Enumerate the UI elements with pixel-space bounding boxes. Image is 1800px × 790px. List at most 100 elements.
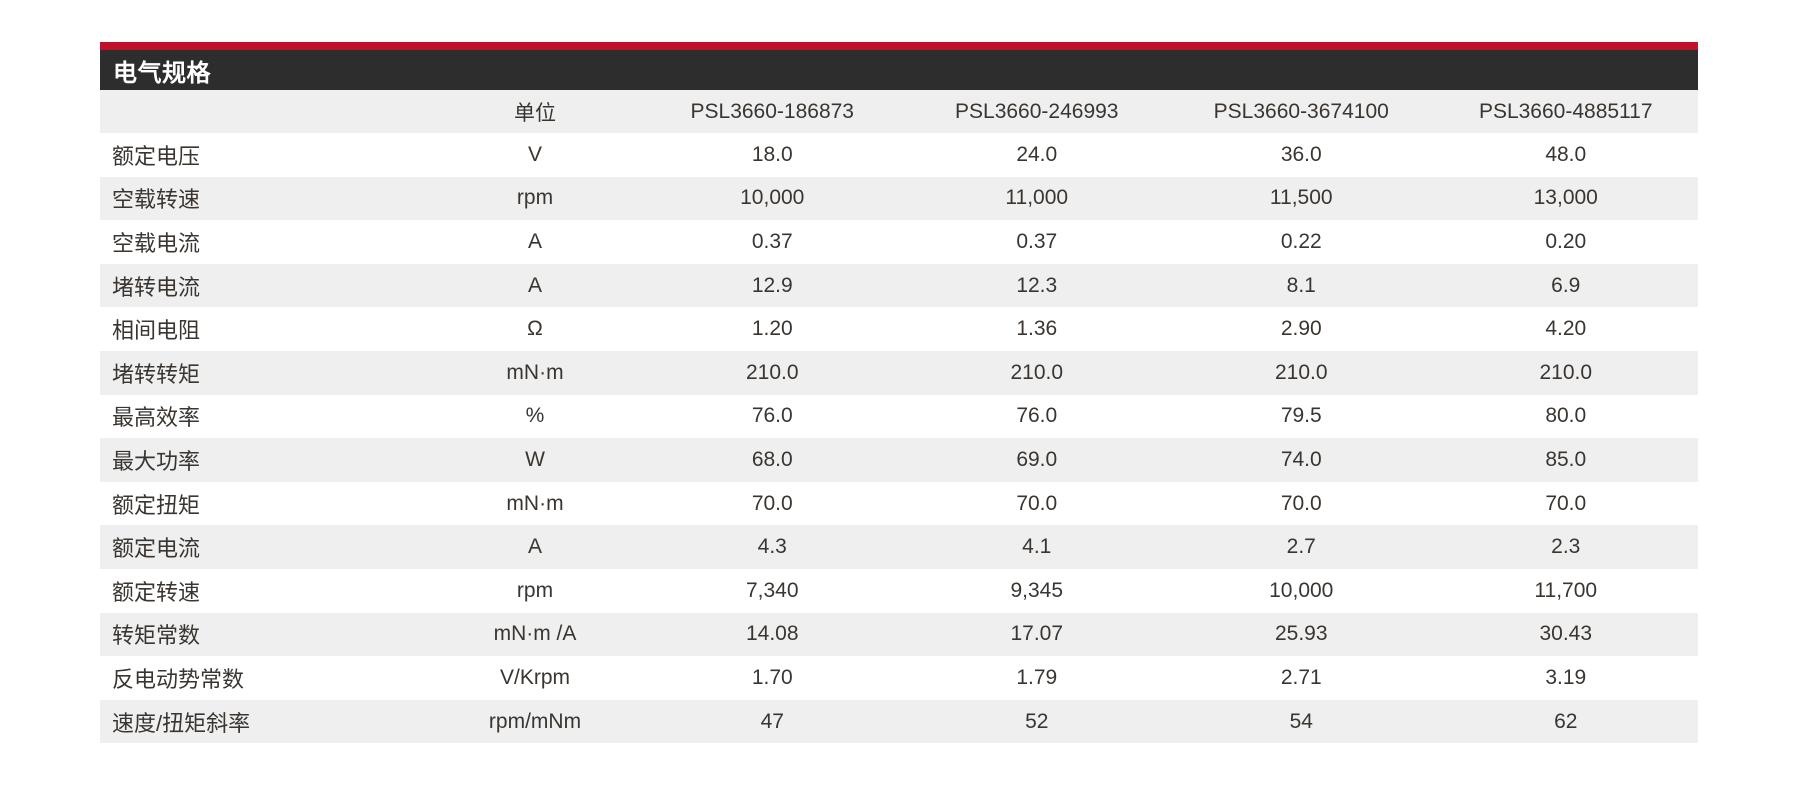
electrical-spec-panel: 电气规格 单位 PSL3660-186873 PSL3660-246993 PS… bbox=[100, 42, 1698, 744]
row-unit: mN·m bbox=[506, 360, 564, 384]
cell-value: 69.0 bbox=[1016, 447, 1058, 471]
cell-value: 2.3 bbox=[1551, 535, 1581, 559]
row-label: 速度/扭矩斜率 bbox=[112, 710, 251, 736]
table-row: 额定扭矩 mN·m 70.0 70.0 70.0 70.0 bbox=[100, 482, 1698, 526]
cell-value: 54 bbox=[1289, 709, 1313, 733]
cell-value: 210.0 bbox=[1010, 360, 1064, 384]
row-label: 额定扭矩 bbox=[112, 492, 201, 518]
cell-value: 30.43 bbox=[1539, 622, 1593, 646]
row-label: 反电动势常数 bbox=[112, 666, 245, 692]
cell-value: 0.22 bbox=[1280, 229, 1322, 253]
cell-value: 210.0 bbox=[745, 360, 799, 384]
header-row: 单位 PSL3660-186873 PSL3660-246993 PSL3660… bbox=[100, 90, 1698, 133]
table-row: 转矩常数 mN·m /A 14.08 17.07 25.93 30.43 bbox=[100, 612, 1698, 657]
table-row: 堵转电流 A 12.9 12.3 8.1 6.9 bbox=[100, 263, 1698, 308]
table-row: 堵转转矩 mN·m 210.0 210.0 210.0 210.0 bbox=[100, 350, 1698, 395]
row-unit: Ω bbox=[527, 317, 543, 341]
cell-value: 11,500 bbox=[1269, 186, 1333, 210]
accent-bar bbox=[100, 42, 1698, 50]
cell-value: 80.0 bbox=[1545, 404, 1587, 428]
row-label: 最大功率 bbox=[112, 448, 201, 474]
cell-value: 4.20 bbox=[1545, 317, 1587, 341]
row-label: 额定转速 bbox=[112, 579, 201, 605]
cell-value: 2.90 bbox=[1280, 317, 1322, 341]
cell-value: 12.9 bbox=[751, 273, 793, 297]
cell-value: 11,000 bbox=[1005, 186, 1069, 210]
header-model: PSL3660-246993 bbox=[904, 90, 1169, 133]
row-unit: rpm/mNm bbox=[488, 709, 582, 733]
table-row: 空载转速 rpm 10,000 11,000 11,500 13,000 bbox=[100, 176, 1698, 221]
table-row: 相间电阻 Ω 1.20 1.36 2.90 4.20 bbox=[100, 307, 1698, 351]
section-title-bar: 电气规格 bbox=[100, 50, 1698, 90]
cell-value: 25.93 bbox=[1274, 622, 1328, 646]
cell-value: 0.37 bbox=[751, 229, 793, 253]
row-unit: mN·m bbox=[506, 491, 564, 515]
cell-value: 85.0 bbox=[1545, 447, 1587, 471]
table-row: 额定电流 A 4.3 4.1 2.7 2.3 bbox=[100, 525, 1698, 569]
cell-value: 0.37 bbox=[1016, 229, 1058, 253]
table-row: 最高效率 % 76.0 76.0 79.5 80.0 bbox=[100, 395, 1698, 439]
section-title: 电气规格 bbox=[113, 59, 211, 87]
cell-value: 62 bbox=[1554, 709, 1578, 733]
cell-value: 10,000 bbox=[1269, 578, 1334, 602]
spec-table: 单位 PSL3660-186873 PSL3660-246993 PSL3660… bbox=[100, 90, 1698, 744]
cell-value: 52 bbox=[1025, 709, 1049, 733]
cell-value: 18.0 bbox=[751, 142, 793, 166]
row-unit: mN·m /A bbox=[493, 622, 577, 646]
cell-value: 47 bbox=[760, 709, 784, 733]
row-unit: rpm bbox=[516, 186, 554, 210]
header-model: PSL3660-3674100 bbox=[1169, 90, 1434, 133]
cell-value: 68.0 bbox=[751, 447, 793, 471]
cell-value: 1.70 bbox=[751, 665, 793, 689]
header-model: PSL3660-4885117 bbox=[1433, 90, 1698, 133]
table-row: 空载电流 A 0.37 0.37 0.22 0.20 bbox=[100, 220, 1698, 264]
cell-value: 210.0 bbox=[1539, 360, 1593, 384]
row-label: 相间电阻 bbox=[112, 318, 201, 344]
cell-value: 0.20 bbox=[1545, 229, 1587, 253]
row-label: 最高效率 bbox=[112, 405, 201, 431]
row-label: 空载电流 bbox=[112, 230, 201, 256]
cell-value: 76.0 bbox=[751, 404, 793, 428]
cell-value: 10,000 bbox=[740, 186, 805, 210]
header-unit: 单位 bbox=[430, 90, 640, 133]
cell-value: 210.0 bbox=[1274, 360, 1328, 384]
cell-value: 1.36 bbox=[1016, 317, 1058, 341]
cell-value: 11,700 bbox=[1534, 578, 1598, 602]
row-label: 额定电流 bbox=[112, 536, 201, 562]
cell-value: 74.0 bbox=[1280, 447, 1322, 471]
table-row: 额定电压 V 18.0 24.0 36.0 48.0 bbox=[100, 133, 1698, 177]
row-unit: A bbox=[527, 273, 542, 297]
row-unit: W bbox=[525, 447, 545, 471]
row-unit: V bbox=[527, 142, 542, 166]
table-row: 最大功率 W 68.0 69.0 74.0 85.0 bbox=[100, 438, 1698, 482]
header-model: PSL3660-186873 bbox=[640, 90, 905, 133]
cell-value: 4.3 bbox=[757, 535, 787, 559]
row-unit: A bbox=[527, 535, 542, 559]
row-unit: V/Krpm bbox=[499, 665, 570, 689]
header-empty-cell bbox=[100, 90, 430, 133]
cell-value: 2.71 bbox=[1280, 665, 1322, 689]
cell-value: 4.1 bbox=[1022, 535, 1052, 559]
row-label: 额定电压 bbox=[112, 143, 201, 169]
cell-value: 70.0 bbox=[1280, 491, 1322, 515]
cell-value: 8.1 bbox=[1286, 273, 1316, 297]
cell-value: 70.0 bbox=[1545, 491, 1587, 515]
cell-value: 36.0 bbox=[1280, 142, 1322, 166]
cell-value: 76.0 bbox=[1016, 404, 1058, 428]
table-row: 速度/扭矩斜率 rpm/mNm 47 52 54 62 bbox=[100, 699, 1698, 744]
cell-value: 79.5 bbox=[1280, 404, 1322, 428]
cell-value: 17.07 bbox=[1010, 622, 1064, 646]
row-unit: rpm bbox=[516, 578, 554, 602]
cell-value: 2.7 bbox=[1286, 535, 1316, 559]
cell-value: 7,340 bbox=[745, 578, 799, 602]
cell-value: 3.19 bbox=[1545, 665, 1587, 689]
row-unit: % bbox=[525, 404, 545, 428]
row-label: 堵转电流 bbox=[112, 274, 201, 300]
cell-value: 70.0 bbox=[1016, 491, 1058, 515]
cell-value: 14.08 bbox=[745, 622, 799, 646]
cell-value: 6.9 bbox=[1551, 273, 1581, 297]
cell-value: 12.3 bbox=[1016, 273, 1058, 297]
cell-value: 70.0 bbox=[751, 491, 793, 515]
row-unit: A bbox=[527, 229, 542, 253]
cell-value: 1.79 bbox=[1016, 665, 1058, 689]
